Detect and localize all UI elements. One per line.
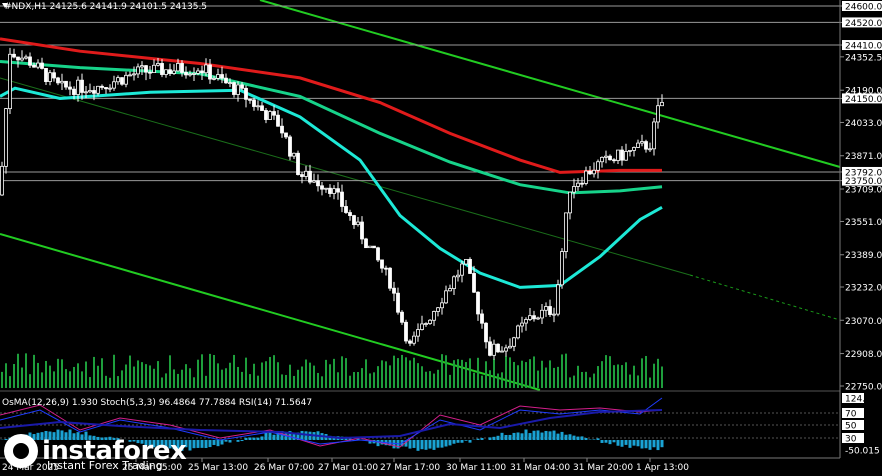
channel-mid-projection xyxy=(689,274,841,321)
price-tick-label: 23709.0 xyxy=(845,186,882,196)
price-tick-label: 22908.0 xyxy=(845,350,882,360)
price-tick-label: 24150.0 xyxy=(845,95,882,105)
symbol-header: #NDX,H1 24125.6 24141.9 24101.5 24135.5 xyxy=(4,2,207,12)
time-tick-label: 25 Mar 05:00 xyxy=(122,463,182,473)
osc-level-label: 124.38 xyxy=(845,395,877,405)
time-tick-label: 25 Mar 13:00 xyxy=(188,463,248,473)
trend-channel[interactable] xyxy=(0,0,841,391)
osc-level-label: 50 xyxy=(845,422,857,432)
oscillator-header: OsMA(12,26,9) 1.930 Stoch(5,3,3) 96.4864… xyxy=(2,398,312,408)
time-tick-label: 26 Mar 07:00 xyxy=(254,463,314,473)
symbol-dropdown-icon[interactable] xyxy=(2,3,8,8)
price-tick-label: 24410.0 xyxy=(845,42,882,52)
price-tick-label: 23792.0 xyxy=(845,168,882,178)
time-tick-label: 30 Mar 11:00 xyxy=(446,463,506,473)
time-tick-label: 31 Mar 20:00 xyxy=(573,463,633,473)
price-tick-label: 23750.0 xyxy=(845,177,882,187)
price-tick-label: 23551.0 xyxy=(845,218,882,228)
instaforex-logo-icon xyxy=(4,434,38,468)
channel-lower-line xyxy=(0,233,541,391)
price-tick-label: 23389.0 xyxy=(845,251,882,261)
osc-level-label: -50.015 xyxy=(845,447,880,457)
price-tick-label: 24033.0 xyxy=(845,119,882,129)
channel-upper-line xyxy=(259,0,841,168)
price-tick-label: 23871.0 xyxy=(845,152,882,162)
osc-level-label: 70 xyxy=(845,410,857,420)
oscillator-pane: 124.38 70 50 30 -50.015 xyxy=(0,393,882,457)
watermark-tagline: Instant Forex Trading xyxy=(47,459,163,472)
instaforex-watermark: instaforex Instant Forex Trading xyxy=(4,434,187,472)
channel-mid-line xyxy=(0,77,691,276)
time-tick-label: 27 Mar 01:00 xyxy=(318,463,378,473)
time-tick-label: 1 Apr 13:00 xyxy=(636,463,689,473)
osc-level-label: 30 xyxy=(845,435,857,445)
time-tick-label: 31 Mar 04:00 xyxy=(510,463,570,473)
watermark-brand: instaforex xyxy=(42,436,187,466)
price-tick-label: 24600.0 xyxy=(845,3,882,13)
price-tick-label: 24520.0 xyxy=(845,19,882,29)
candlesticks xyxy=(0,47,664,360)
time-tick-label: 24 Mar 2025 xyxy=(2,463,59,473)
price-tick-label: 22750.0 xyxy=(845,383,882,393)
time-tick-label: 27 Mar 17:00 xyxy=(380,463,440,473)
time-axis: 24 Mar 2025 25 Mar 05:00 25 Mar 13:00 26 Ma… xyxy=(0,457,840,473)
price-tick-label: 24352.5 xyxy=(845,53,882,63)
volume-histogram xyxy=(1,353,663,388)
price-tick-label: 23232.0 xyxy=(845,283,882,293)
level-lines xyxy=(0,5,840,182)
price-tick-label: 23070.0 xyxy=(845,317,882,327)
price-tick-label: 24190.0 xyxy=(845,87,882,97)
